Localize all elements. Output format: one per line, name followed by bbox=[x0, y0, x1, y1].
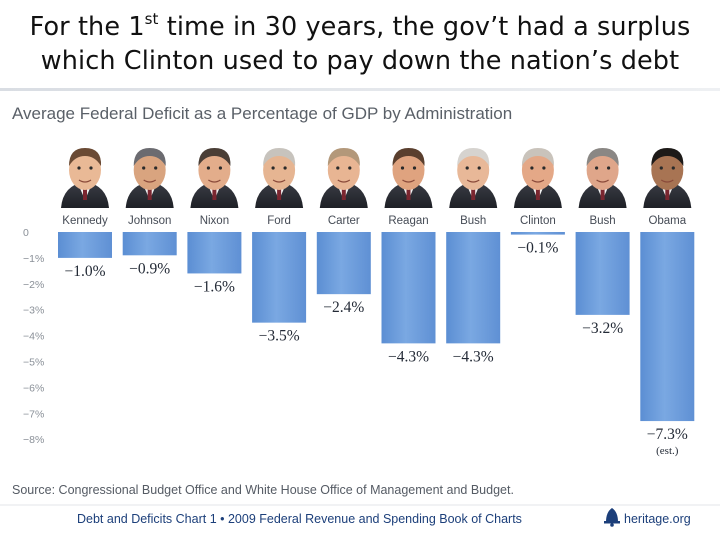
bar-clinton-7 bbox=[510, 232, 565, 235]
portrait-clinton-7 bbox=[513, 148, 562, 208]
x-label-johnson-1: Johnson bbox=[128, 215, 171, 227]
chart-title: Average Federal Deficit as a Percentage … bbox=[12, 104, 512, 123]
value-note-obama-9: (est.) bbox=[656, 445, 679, 457]
portrait-johnson-1 bbox=[125, 148, 174, 208]
headline-line-2: which Clinton used to pay down the natio… bbox=[40, 46, 680, 76]
value-label-clinton-7: −0.1% bbox=[517, 240, 558, 257]
value-label-bush-6: −4.3% bbox=[453, 348, 494, 365]
slide-headline: For the 1st time in 30 years, the gov’t … bbox=[0, 10, 720, 78]
value-label-obama-9: −7.3% bbox=[647, 426, 688, 443]
bar-obama-9 bbox=[640, 232, 695, 422]
data-labels: −1.0% −0.9% −1.6% −3.5% −2.4% −4.3% −4.3% −0.1%… bbox=[64, 240, 687, 457]
y-tick-label: −8% bbox=[23, 434, 44, 446]
y-tick-label: −1% bbox=[23, 253, 44, 265]
president-portraits bbox=[61, 148, 692, 208]
portrait-bush-6 bbox=[449, 148, 498, 208]
value-label-nixon-2: −1.6% bbox=[194, 278, 235, 295]
x-label-clinton-7: Clinton bbox=[520, 215, 556, 227]
footer-caption: Debt and Deficits Chart 1 • 2009 Federal… bbox=[77, 512, 522, 526]
footer-site[interactable]: heritage.org bbox=[624, 512, 691, 526]
x-label-bush-8: Bush bbox=[589, 215, 615, 227]
bar-series bbox=[58, 232, 695, 422]
liberty-bell-icon bbox=[604, 508, 620, 527]
value-label-ford-3: −3.5% bbox=[259, 328, 300, 345]
y-tick-label: 0 bbox=[23, 227, 29, 239]
headline-text-1b: time in 30 years, the gov’t had a surplu… bbox=[158, 12, 691, 42]
y-tick-label: −4% bbox=[23, 331, 44, 343]
chart-source: Source: Congressional Budget Office and … bbox=[12, 483, 514, 497]
headline-text-1a: For the 1 bbox=[29, 12, 145, 42]
headline-line-1: For the 1st time in 30 years, the gov’t … bbox=[0, 10, 720, 44]
x-label-nixon-2: Nixon bbox=[200, 215, 229, 227]
value-label-carter-4: −2.4% bbox=[323, 299, 364, 316]
value-label-bush-8: −3.2% bbox=[582, 320, 623, 337]
bar-bush-8 bbox=[575, 232, 630, 315]
portrait-obama-9 bbox=[643, 148, 692, 208]
bar-kennedy-0 bbox=[58, 232, 112, 258]
bar-bush-6 bbox=[446, 232, 501, 344]
bar-carter-4 bbox=[316, 232, 371, 295]
y-tick-label: −7% bbox=[23, 408, 44, 420]
y-tick-label: −2% bbox=[23, 279, 44, 291]
portrait-bush-8 bbox=[578, 148, 627, 208]
x-label-obama-9: Obama bbox=[648, 215, 686, 227]
y-tick-label: −3% bbox=[23, 305, 44, 317]
x-label-carter-4: Carter bbox=[328, 215, 360, 227]
portrait-nixon-2 bbox=[190, 148, 239, 208]
headline-superscript: st bbox=[144, 9, 159, 28]
y-tick-label: −5% bbox=[23, 357, 44, 369]
x-label-reagan-5: Reagan bbox=[388, 215, 428, 227]
y-tick-label: −6% bbox=[23, 382, 44, 394]
portrait-kennedy-0 bbox=[61, 148, 109, 208]
x-label-ford-3: Ford bbox=[267, 215, 291, 227]
x-label-kennedy-0: Kennedy bbox=[62, 215, 108, 227]
value-label-johnson-1: −0.9% bbox=[129, 260, 170, 277]
chart-card-edge bbox=[0, 88, 720, 91]
x-axis-labels: Kennedy Johnson Nixon Ford Carter Reagan Bush C… bbox=[62, 215, 686, 227]
bar-johnson-1 bbox=[122, 232, 177, 256]
x-label-bush-6: Bush bbox=[460, 215, 486, 227]
bar-ford-3 bbox=[252, 232, 307, 323]
value-label-reagan-5: −4.3% bbox=[388, 348, 429, 365]
portrait-ford-3 bbox=[255, 148, 304, 208]
portrait-reagan-5 bbox=[384, 148, 433, 208]
portrait-carter-4 bbox=[319, 148, 368, 208]
bar-reagan-5 bbox=[381, 232, 436, 344]
value-label-kennedy-0: −1.0% bbox=[64, 263, 105, 280]
y-axis: 0 −1% −2% −3% −4% −5% −6% −7% −8% bbox=[23, 227, 44, 446]
bar-nixon-2 bbox=[187, 232, 242, 274]
